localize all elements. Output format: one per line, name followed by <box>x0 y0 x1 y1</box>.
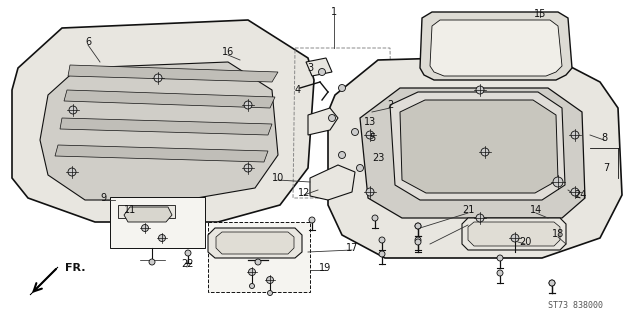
Polygon shape <box>216 232 294 254</box>
Circle shape <box>415 239 421 245</box>
Polygon shape <box>40 62 278 200</box>
Circle shape <box>68 168 76 176</box>
Circle shape <box>476 86 484 94</box>
Polygon shape <box>430 20 562 76</box>
Circle shape <box>244 164 252 172</box>
Circle shape <box>415 237 421 243</box>
Polygon shape <box>68 65 278 82</box>
Circle shape <box>372 215 378 221</box>
Circle shape <box>366 188 374 196</box>
Text: 7: 7 <box>603 163 609 173</box>
Circle shape <box>250 283 255 288</box>
Circle shape <box>244 101 252 109</box>
Circle shape <box>549 280 555 286</box>
Circle shape <box>415 223 421 229</box>
Text: 20: 20 <box>519 237 531 247</box>
Text: 24: 24 <box>574 190 586 200</box>
Text: 3: 3 <box>307 63 313 73</box>
Text: 2: 2 <box>387 100 393 110</box>
Text: 13: 13 <box>364 117 376 127</box>
Polygon shape <box>110 197 205 248</box>
Text: 23: 23 <box>372 153 384 163</box>
Polygon shape <box>328 55 622 258</box>
Circle shape <box>185 250 191 256</box>
Text: 6: 6 <box>85 37 91 47</box>
Circle shape <box>497 255 503 261</box>
Text: 15: 15 <box>534 9 546 19</box>
Circle shape <box>149 259 155 265</box>
Polygon shape <box>55 145 268 162</box>
Circle shape <box>511 234 519 242</box>
Circle shape <box>339 152 346 158</box>
Circle shape <box>481 148 489 156</box>
Circle shape <box>266 276 273 283</box>
Polygon shape <box>360 88 585 218</box>
Polygon shape <box>12 20 314 222</box>
Polygon shape <box>308 108 338 135</box>
Text: 14: 14 <box>530 205 542 215</box>
Polygon shape <box>208 222 310 292</box>
Text: 19: 19 <box>319 263 331 273</box>
Text: 17: 17 <box>346 243 358 253</box>
Polygon shape <box>310 165 355 200</box>
Circle shape <box>497 270 503 276</box>
Polygon shape <box>400 100 558 193</box>
Circle shape <box>328 114 335 121</box>
Text: 21: 21 <box>462 205 474 215</box>
Circle shape <box>319 68 326 75</box>
Polygon shape <box>60 118 272 135</box>
Text: 4: 4 <box>295 85 301 95</box>
Text: 22: 22 <box>180 259 193 269</box>
Circle shape <box>351 128 358 135</box>
Circle shape <box>339 85 346 92</box>
Text: 11: 11 <box>124 205 136 215</box>
Polygon shape <box>390 92 565 200</box>
Text: 8: 8 <box>601 133 607 143</box>
Circle shape <box>571 188 579 196</box>
Circle shape <box>553 177 563 187</box>
Text: 12: 12 <box>298 188 310 198</box>
Text: 10: 10 <box>272 173 284 183</box>
Polygon shape <box>306 58 332 76</box>
Circle shape <box>268 290 273 295</box>
Polygon shape <box>64 90 275 108</box>
Text: FR.: FR. <box>65 263 86 273</box>
Text: 1: 1 <box>331 7 337 17</box>
Circle shape <box>154 74 162 82</box>
Circle shape <box>549 280 555 286</box>
Circle shape <box>309 217 315 223</box>
Circle shape <box>356 165 364 171</box>
Circle shape <box>379 251 385 257</box>
Circle shape <box>255 259 261 265</box>
Text: 5: 5 <box>369 133 375 143</box>
Polygon shape <box>208 228 302 258</box>
Text: ST73 838000: ST73 838000 <box>547 301 602 309</box>
Circle shape <box>366 131 374 139</box>
Circle shape <box>69 106 77 114</box>
Circle shape <box>379 237 385 243</box>
Circle shape <box>159 235 166 242</box>
Polygon shape <box>124 207 172 222</box>
Polygon shape <box>118 205 175 218</box>
Polygon shape <box>462 218 566 250</box>
Polygon shape <box>30 267 58 295</box>
Circle shape <box>141 224 148 231</box>
Circle shape <box>248 268 255 275</box>
Circle shape <box>415 223 421 229</box>
Circle shape <box>571 131 579 139</box>
Circle shape <box>476 214 484 222</box>
Polygon shape <box>420 12 572 80</box>
Text: 16: 16 <box>222 47 234 57</box>
Polygon shape <box>468 222 560 246</box>
Text: 9: 9 <box>100 193 106 203</box>
Text: 18: 18 <box>552 229 564 239</box>
